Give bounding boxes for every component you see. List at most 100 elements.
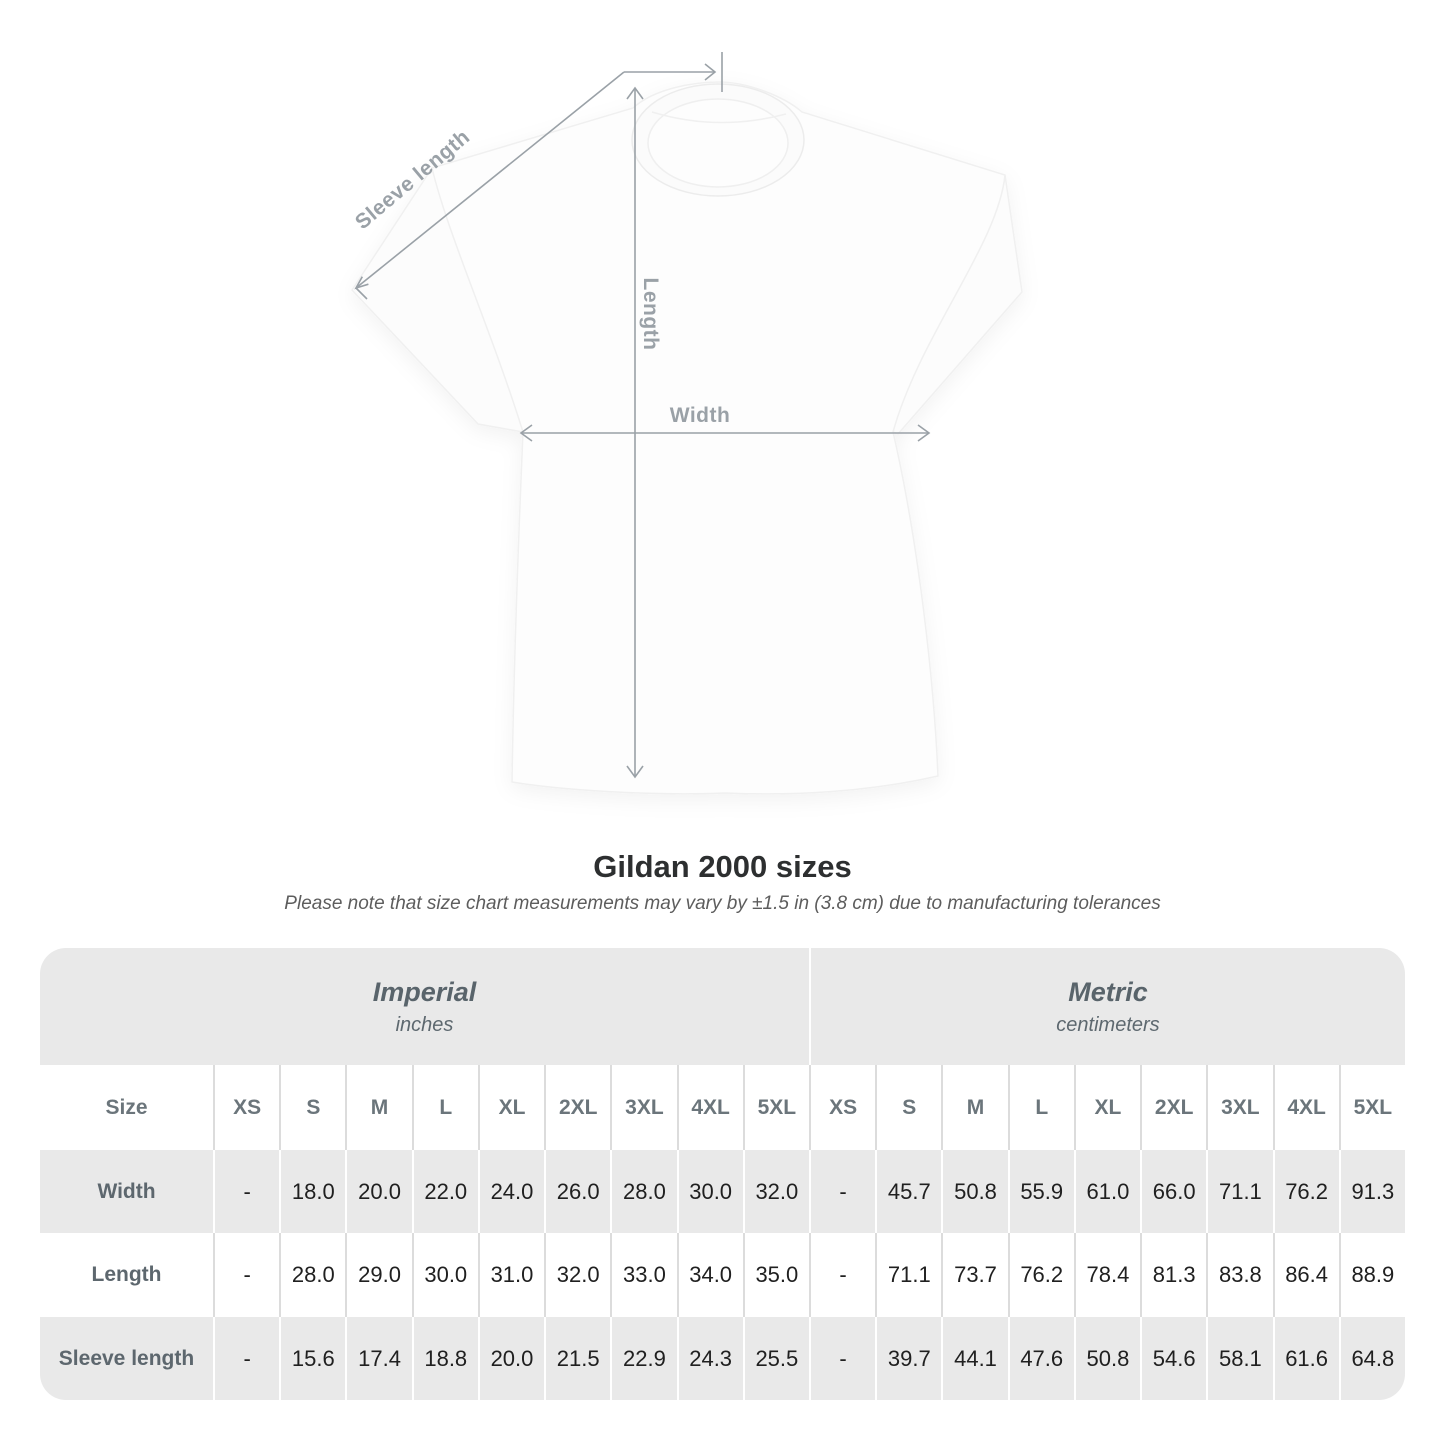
cell-length-metric-5xl: 88.9	[1338, 1233, 1405, 1317]
cell-sleeve-length-imperial-xl: 20.0	[477, 1317, 545, 1400]
cell-length-metric-s: 71.1	[875, 1233, 942, 1317]
cell-sleeve-length-imperial-2xl: 21.5	[544, 1317, 611, 1400]
tolerance-note: Please note that size chart measurements…	[284, 893, 1161, 914]
cell-width-imperial-l: 22.0	[411, 1150, 478, 1233]
dimension-lines	[354, 52, 931, 779]
cell-length-imperial-5xl: 35.0	[742, 1233, 809, 1317]
cell-sleeve-length-metric-l: 47.6	[1007, 1317, 1074, 1400]
cell-sleeve-length-imperial-4xl: 24.3	[676, 1317, 743, 1400]
cell-width-imperial-3xl: 28.0	[610, 1150, 677, 1233]
cell-sleeve-length-metric-5xl: 64.8	[1338, 1317, 1405, 1400]
cell-sleeve-length-imperial-5xl: 25.5	[742, 1317, 809, 1400]
size-column-header: Size	[40, 1065, 213, 1150]
row-label: Width	[40, 1150, 213, 1233]
page-title: Gildan 2000 sizes	[593, 849, 852, 884]
cell-sleeve-length-imperial-s: 15.6	[279, 1317, 346, 1400]
size-header-imperial-l: L	[411, 1065, 478, 1150]
size-header-metric-s: S	[875, 1065, 942, 1150]
length-label: Length	[639, 277, 662, 351]
cell-length-metric-3xl: 83.8	[1206, 1233, 1273, 1317]
cell-length-metric-m: 73.7	[941, 1233, 1008, 1317]
metric-unit: centimeters	[1056, 1013, 1160, 1036]
size-header-metric-5xl: 5XL	[1338, 1065, 1405, 1150]
size-header-metric-3xl: 3XL	[1206, 1065, 1273, 1150]
arrow-left-icon	[519, 424, 533, 442]
cell-length-imperial-2xl: 32.0	[544, 1233, 611, 1317]
cell-width-metric-s: 45.7	[875, 1150, 942, 1233]
cell-sleeve-length-metric-3xl: 58.1	[1206, 1317, 1273, 1400]
size-header-imperial-s: S	[279, 1065, 346, 1150]
title-block: Gildan 2000 sizes Please note that size …	[0, 830, 1445, 916]
tshirt-illustration	[351, 52, 1023, 795]
unit-band-row: Imperial inches Metric centimeters	[40, 948, 1405, 1065]
cell-width-metric-2xl: 66.0	[1140, 1150, 1207, 1233]
size-header-metric-xs: XS	[808, 1065, 876, 1150]
size-table: Imperial inches Metric centimeters Size …	[40, 948, 1405, 1400]
cell-width-imperial-m: 20.0	[345, 1150, 412, 1233]
cell-length-metric-l: 76.2	[1007, 1233, 1074, 1317]
size-header-imperial-xs: XS	[213, 1065, 280, 1150]
size-chart-table: Imperial inches Metric centimeters Size …	[40, 948, 1405, 1400]
cell-length-metric-4xl: 86.4	[1272, 1233, 1339, 1317]
cell-width-metric-3xl: 71.1	[1206, 1150, 1273, 1233]
cell-width-imperial-5xl: 32.0	[742, 1150, 809, 1233]
cell-length-metric-xl: 78.4	[1073, 1233, 1141, 1317]
cell-sleeve-length-imperial-l: 18.8	[411, 1317, 478, 1400]
cell-width-metric-5xl: 91.3	[1338, 1150, 1405, 1233]
arrow-right-icon	[704, 63, 717, 81]
width-label: Width	[669, 404, 731, 427]
cell-length-imperial-s: 28.0	[279, 1233, 346, 1317]
cell-width-imperial-xl: 24.0	[477, 1150, 545, 1233]
size-header-imperial-3xl: 3XL	[610, 1065, 677, 1150]
metric-title: Metric	[1068, 976, 1148, 1007]
table-row-width: Width -18.0 20.0 22.0 24.0 26.0 28.0 30.0 32.0-4…	[40, 1150, 1405, 1233]
cell-width-imperial-4xl: 30.0	[676, 1150, 743, 1233]
cell-length-imperial-xl: 31.0	[477, 1233, 545, 1317]
arrow-down-icon	[626, 765, 644, 779]
tshirt-shape	[351, 81, 1023, 795]
metric-band: Metric centimeters	[808, 948, 1405, 1065]
size-header-imperial-5xl: 5XL	[742, 1065, 809, 1150]
row-label: Sleeve length	[40, 1317, 213, 1400]
size-header-metric-4xl: 4XL	[1272, 1065, 1339, 1150]
cell-width-imperial-2xl: 26.0	[544, 1150, 611, 1233]
cell-width-imperial-xs: -	[213, 1150, 280, 1233]
cell-length-imperial-4xl: 34.0	[676, 1233, 743, 1317]
cell-sleeve-length-metric-xs: -	[808, 1317, 876, 1400]
cell-length-metric-xs: -	[808, 1233, 876, 1317]
size-header-metric-xl: XL	[1073, 1065, 1141, 1150]
arrow-right-icon	[917, 424, 931, 442]
imperial-unit: inches	[395, 1013, 454, 1036]
cell-length-imperial-xs: -	[213, 1233, 280, 1317]
cell-sleeve-length-imperial-3xl: 22.9	[610, 1317, 677, 1400]
size-header-metric-m: M	[941, 1065, 1008, 1150]
cell-width-imperial-s: 18.0	[279, 1150, 346, 1233]
cell-length-imperial-m: 29.0	[345, 1233, 412, 1317]
cell-width-metric-l: 55.9	[1007, 1150, 1074, 1233]
size-header-metric-2xl: 2XL	[1140, 1065, 1207, 1150]
cell-length-metric-2xl: 81.3	[1140, 1233, 1207, 1317]
imperial-band: Imperial inches	[40, 948, 809, 1065]
sleeve-length-line	[355, 71, 625, 289]
size-header-imperial-2xl: 2XL	[544, 1065, 611, 1150]
size-header-metric-l: L	[1007, 1065, 1074, 1150]
cell-sleeve-length-metric-4xl: 61.6	[1272, 1317, 1339, 1400]
table-row-length: Length -28.0 29.0 30.0 31.0 32.0 33.0 34.0 35.0-…	[40, 1233, 1405, 1317]
cell-sleeve-length-metric-m: 44.1	[941, 1317, 1008, 1400]
cell-width-metric-xs: -	[808, 1150, 876, 1233]
cell-length-imperial-l: 30.0	[411, 1233, 478, 1317]
size-header-imperial-m: M	[345, 1065, 412, 1150]
cell-width-metric-xl: 61.0	[1073, 1150, 1141, 1233]
imperial-title: Imperial	[372, 976, 477, 1007]
arrow-up-icon	[626, 86, 644, 100]
cell-sleeve-length-imperial-xs: -	[213, 1317, 280, 1400]
cell-sleeve-length-imperial-m: 17.4	[345, 1317, 412, 1400]
sleeve-line-overshoot	[355, 287, 368, 300]
cell-width-metric-4xl: 76.2	[1272, 1150, 1339, 1233]
cell-sleeve-length-metric-s: 39.7	[875, 1317, 942, 1400]
cell-sleeve-length-metric-xl: 50.8	[1073, 1317, 1141, 1400]
size-header-imperial-xl: XL	[477, 1065, 545, 1150]
cell-width-metric-m: 50.8	[941, 1150, 1008, 1233]
cell-length-imperial-3xl: 33.0	[610, 1233, 677, 1317]
